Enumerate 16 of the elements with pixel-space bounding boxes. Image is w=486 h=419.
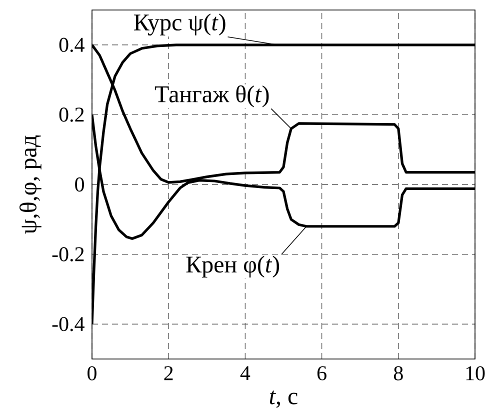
y-tick-label: 0.4 xyxy=(59,38,84,52)
y-tick-label: -0.2 xyxy=(52,247,84,262)
x-tick-label: 2 xyxy=(164,366,173,380)
y-tick-label: 0 xyxy=(75,177,84,192)
y-axis-title: ψ,θ,φ, рад xyxy=(19,135,42,234)
x-tick-label: 6 xyxy=(317,366,326,380)
y-tick-label: 0.2 xyxy=(59,108,84,122)
series-label: Крен φ(t) xyxy=(186,256,280,278)
x-tick-label: 10 xyxy=(466,366,485,380)
series-label: Тангаж θ(t) xyxy=(154,85,269,108)
x-tick-label: 0 xyxy=(88,366,96,380)
legend-label: Курс ψ(t) xyxy=(134,14,226,36)
y-tick-label: -0.4 xyxy=(52,316,84,332)
x-axis-title: t, с xyxy=(270,390,298,408)
x-tick-label: 8 xyxy=(394,366,403,380)
x-tick-label: 4 xyxy=(240,366,250,380)
